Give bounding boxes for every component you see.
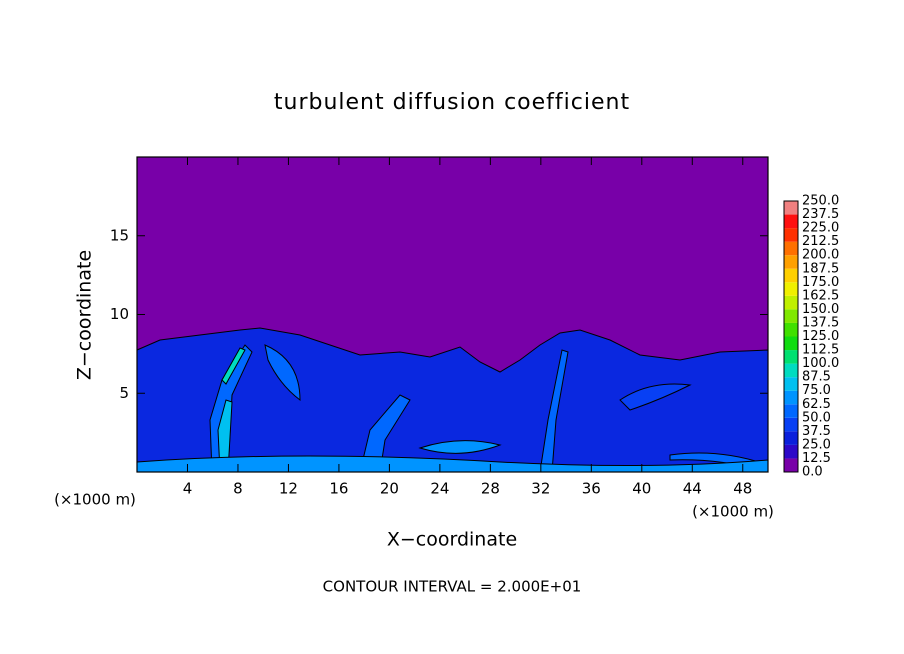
colorbar-frame [783,200,799,473]
y-tick-label: 10 [110,305,129,323]
colorbar-label: 150.0 [802,302,839,317]
colorbar-swatch [784,295,798,310]
colorbar-swatch [784,404,798,418]
colorbar-swatch [784,444,798,459]
colorbar-swatch [784,336,798,351]
x-tick-label: 16 [329,480,348,498]
colorbar-swatch [784,458,798,472]
colorbar-swatch [784,350,798,364]
y-tick-label: 15 [110,226,129,244]
colorbar-label: 200.0 [802,248,839,263]
x-tick-label: 36 [582,480,601,498]
colorbar-swatch [784,431,798,445]
colorbar-label: 75.0 [802,383,831,398]
contour-field [136,157,769,473]
colorbar-label: 25.0 [802,437,831,452]
x-axis-label: X−coordinate [387,529,517,551]
x-tick-label: 20 [380,480,399,498]
colorbar-label: 137.5 [802,315,839,330]
streak [264,344,301,402]
colorbar-swatch [784,377,798,391]
colorbar-swatch [784,241,798,256]
y-unit-label: (×1000 m) [692,503,774,521]
colorbar-label: 12.5 [802,451,831,466]
colorbar-label: 87.5 [802,370,831,385]
streak [221,347,246,385]
x-tick-label: 28 [481,480,500,498]
colorbar-label: 100.0 [802,356,839,371]
colorbar-label: 237.5 [802,207,839,222]
x-tick-label: 8 [233,480,243,498]
x-tick-label: 24 [430,480,449,498]
streak [619,383,692,411]
x-tick-label: 12 [279,480,298,498]
x-tick-label: 44 [683,480,702,498]
colorbar-swatch [784,228,798,242]
colorbar-label: 187.5 [802,261,839,276]
colorbar-label: 162.5 [802,288,839,303]
x-tick-label: 48 [733,480,752,498]
colorbar-label: 175.0 [802,275,839,290]
colorbar-label: 37.5 [802,424,831,439]
colorbar-swatch [784,309,798,323]
colorbar-swatch [784,282,798,296]
colorbar-label: 225.0 [802,221,839,236]
colorbar-label: 0.0 [802,465,823,480]
colorbar-swatch [784,268,798,283]
colorbar-label: 212.5 [802,234,839,249]
colorbar-swatch [784,363,798,378]
turbulent-region [136,327,769,473]
y-axis-label: Z−coordinate [74,250,96,380]
chart-title: turbulent diffusion coefficient [274,90,630,115]
colorbar-label: 62.5 [802,397,831,412]
y-tick-label: 5 [119,384,129,402]
colorbar-label: 50.0 [802,410,831,425]
colorbar-swatch [784,417,798,432]
streak [418,440,502,454]
colorbar: 0.012.525.037.550.062.575.087.5100.0112.… [783,194,839,480]
colorbar-swatch [784,214,798,229]
annotation: CONTOUR INTERVAL = 2.000E+01 [323,578,582,596]
colorbar-swatch [784,390,798,405]
x-tick-label: 32 [531,480,550,498]
x-tick-label: 40 [632,480,651,498]
colorbar-label: 112.5 [802,343,839,358]
colorbar-label: 125.0 [802,329,839,344]
colorbar-label: 250.0 [802,194,839,209]
streak [136,455,769,473]
colorbar-swatch [784,322,798,337]
colorbar-swatch [784,201,798,215]
x-tick-label: 4 [183,480,193,498]
x-unit-label: (×1000 m) [54,491,136,509]
colorbar-swatch [784,255,798,269]
